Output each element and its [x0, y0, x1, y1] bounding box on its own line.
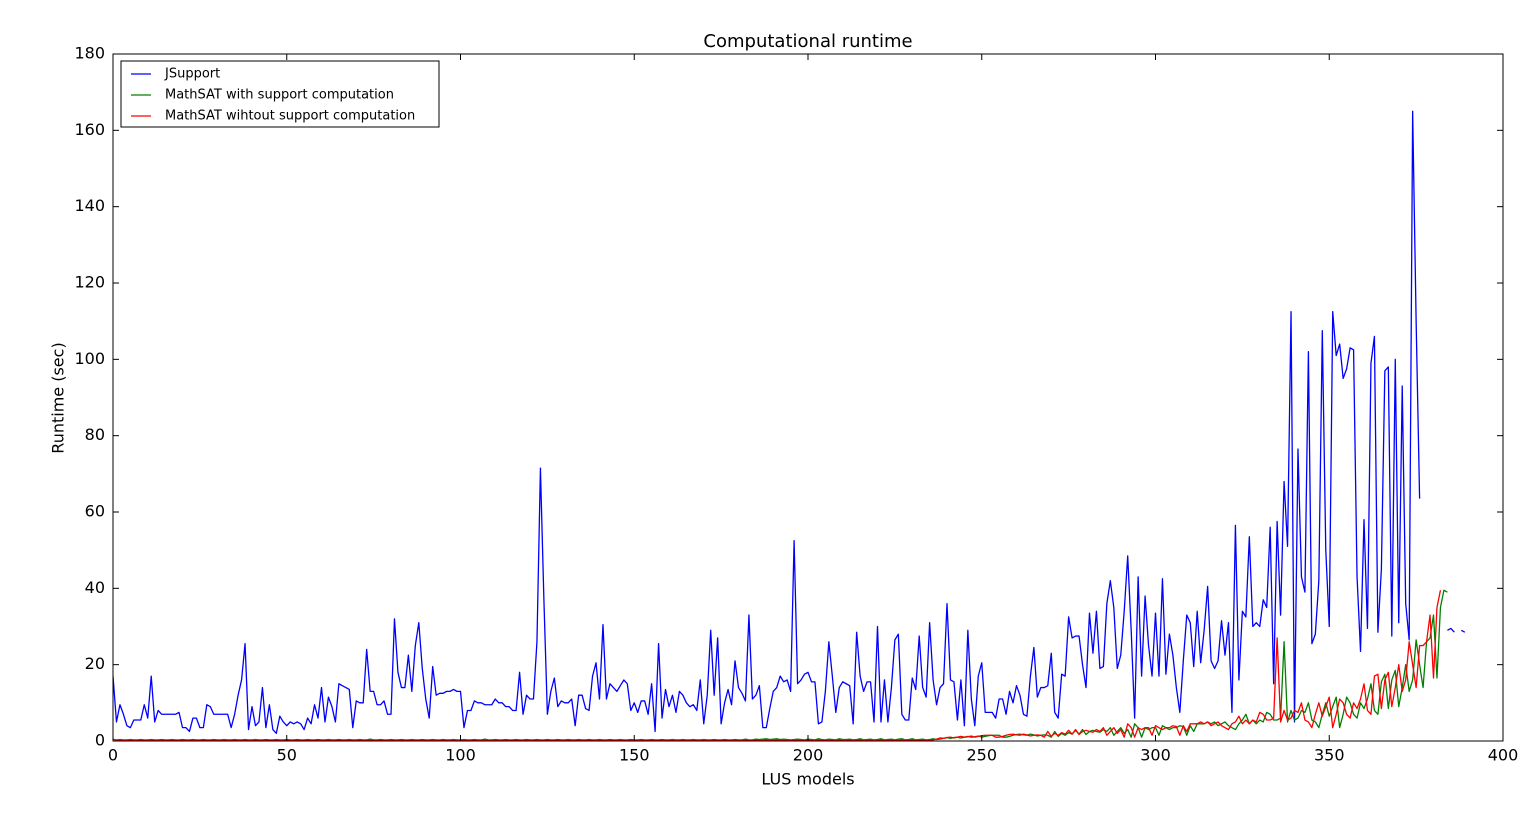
legend-label: JSupport	[164, 67, 220, 82]
y-tick-label: 120	[74, 273, 105, 292]
chart-title: Computational runtime	[703, 31, 912, 52]
y-tick-label: 180	[74, 44, 105, 63]
plot-area	[113, 110, 1466, 741]
y-tick-label: 0	[95, 731, 105, 750]
legend-label: MathSAT wihtout support computation	[165, 109, 415, 124]
legend-box	[120, 60, 440, 128]
x-tick-label: 250	[966, 746, 997, 765]
y-tick-label: 160	[74, 120, 105, 139]
x-tick-label: 0	[108, 746, 118, 765]
legend: JSupport MathSAT with support computation…	[120, 60, 440, 128]
x-tick-label: 300	[1140, 746, 1171, 765]
y-tick-label: 100	[74, 349, 105, 368]
series-line	[113, 110, 1466, 735]
x-tick-label: 200	[793, 746, 824, 765]
y-tick-label: 20	[85, 654, 105, 673]
y-axis-label: Runtime (sec)	[49, 342, 68, 453]
y-tick-label: 80	[85, 425, 105, 444]
x-tick-label: 100	[445, 746, 476, 765]
x-tick-label: 350	[1314, 746, 1345, 765]
y-tick-label: 140	[74, 196, 105, 215]
y-tick-label: 40	[85, 578, 105, 597]
x-tick-label: 50	[277, 746, 297, 765]
legend-label: MathSAT with support computation	[165, 88, 394, 103]
series-line	[113, 590, 1442, 741]
x-tick-label: 400	[1488, 746, 1519, 765]
y-tick-label: 60	[85, 502, 105, 521]
x-axis-label: LUS models	[761, 770, 854, 789]
x-tick-label: 150	[619, 746, 650, 765]
